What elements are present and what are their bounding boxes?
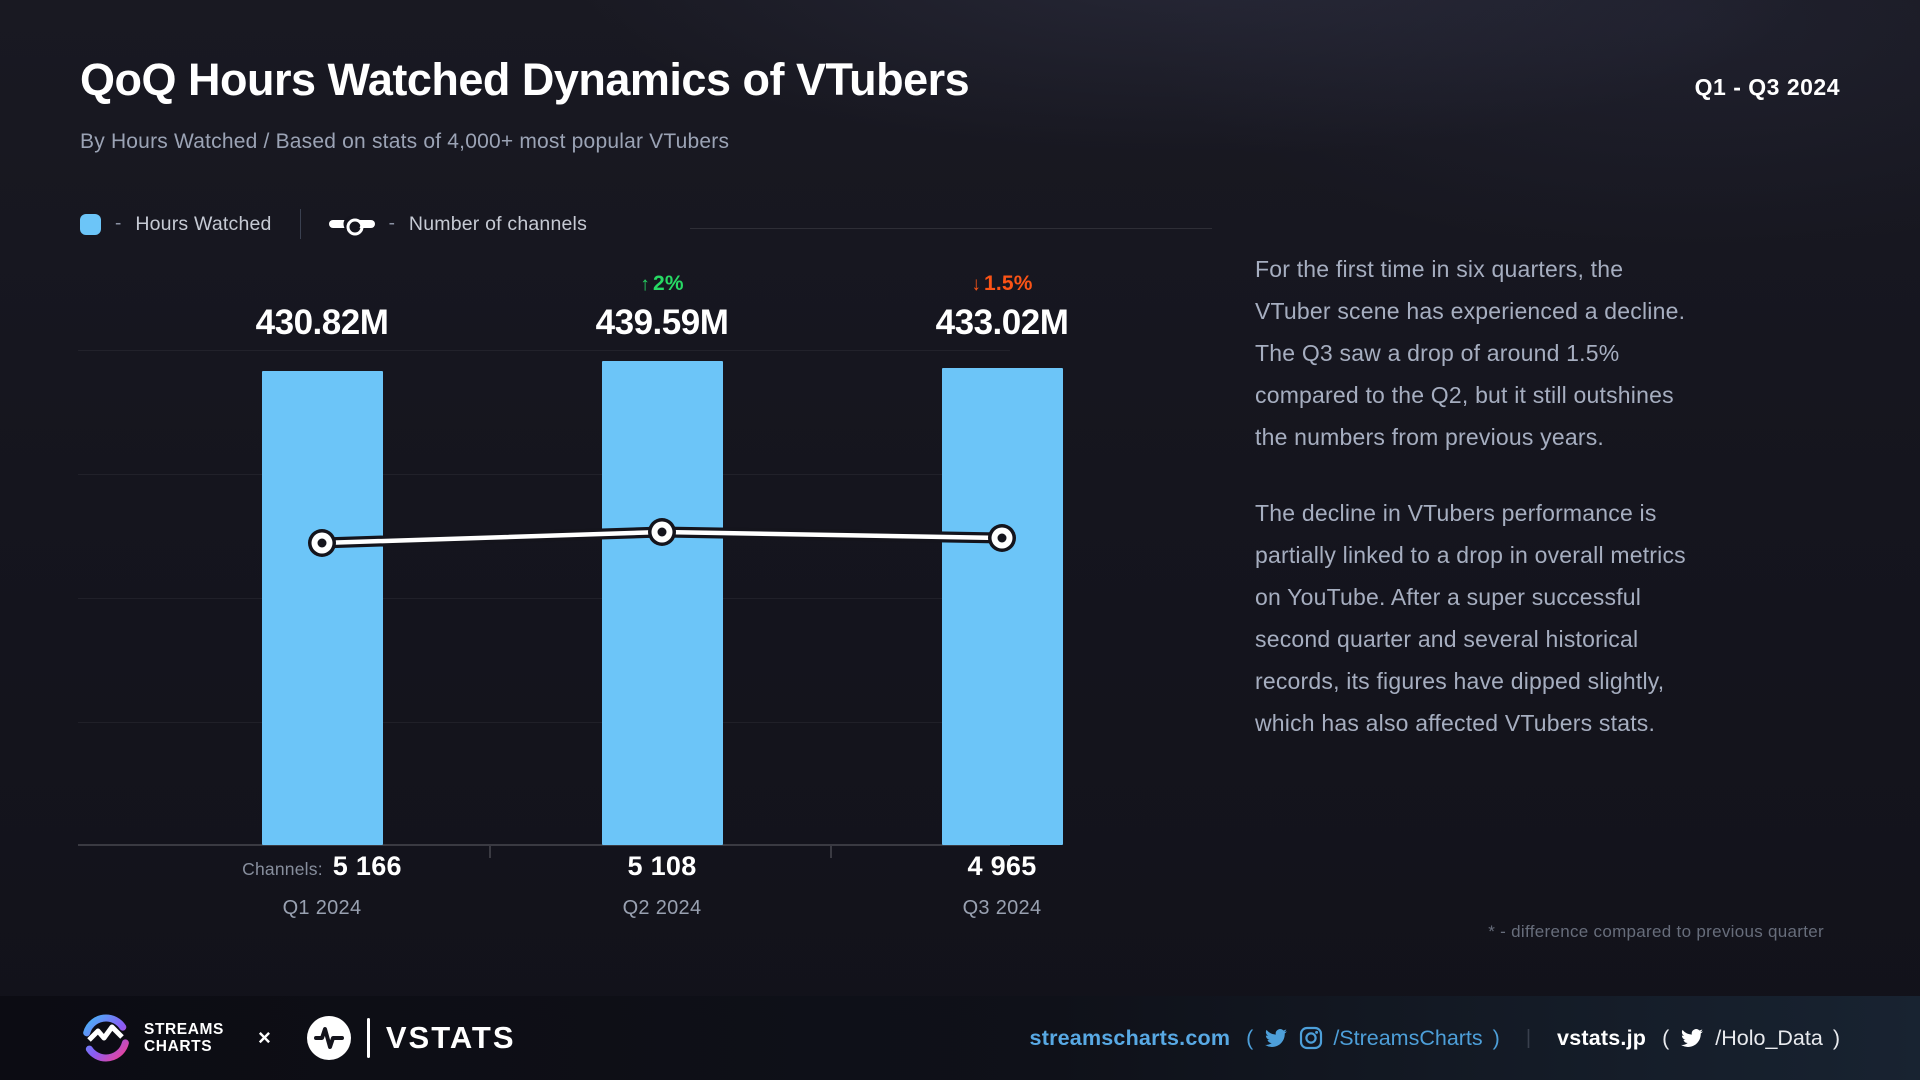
footer-links: streamscharts.com ( /StreamsCharts ) | v… — [1030, 1026, 1840, 1051]
streams-charts-logo — [82, 1014, 130, 1062]
bar-q1-2024 — [261, 370, 383, 845]
footer-brands: STREAMS CHARTS × VSTATS — [80, 1012, 516, 1064]
category-label-q3: Q3 2024 — [962, 897, 1042, 919]
streams-charts-wordmark: STREAMS CHARTS — [144, 1021, 224, 1055]
delta-value: 2% — [652, 272, 684, 295]
footer-divider: | — [1525, 1026, 1532, 1049]
streamscharts-site-link[interactable]: streamscharts.com — [1029, 1025, 1231, 1050]
legend-hours-watched-label: Hours Watched — [135, 212, 272, 235]
delta-down-arrow-icon: ↓ — [971, 274, 982, 295]
delta-q2: ↑ 2% — [502, 272, 822, 296]
bar-q2-2024 — [601, 361, 723, 845]
category-label-q2: Q2 2024 — [622, 897, 702, 919]
channels-line-icon — [328, 214, 375, 236]
holo-data-handle-link[interactable]: /Holo_Data — [1715, 1025, 1823, 1050]
twitter-icon-white[interactable] — [1679, 1027, 1705, 1049]
delta-up-arrow-icon: ↑ — [640, 274, 650, 295]
channels-value: 5 166 — [332, 851, 402, 881]
vstats-divider-bar — [366, 1018, 370, 1058]
bar-q3-2024 — [941, 368, 1063, 845]
vstats-wordmark: VSTATS — [385, 1020, 516, 1055]
gridline — [78, 722, 1010, 723]
chart-legend: - Hours Watched - Number of channels — [80, 209, 588, 239]
x-axis-line — [78, 844, 1010, 846]
streamscharts-handle-link[interactable]: /StreamsCharts — [1333, 1025, 1483, 1050]
category-label-q1: Q1 2024 — [282, 897, 362, 919]
gridline — [78, 350, 1010, 351]
collab-x-icon: × — [257, 1025, 271, 1050]
vstats-logo — [306, 1016, 351, 1060]
delta-q3: ↓ 1.5% — [842, 272, 1162, 296]
legend-divider — [299, 209, 301, 239]
gridline — [78, 598, 1010, 599]
social1-close-paren: ) — [1492, 1025, 1500, 1050]
hours-value-q2: 439.59M — [595, 303, 729, 342]
channels-q3: 4 965 — [842, 851, 1162, 882]
streams-charts-wordmark-line1: STREAMS — [144, 1021, 224, 1038]
insight-paragraph-2: The decline in VTubers performance is pa… — [1255, 500, 1686, 736]
insight-paragraph-1: For the first time in six quarters, the … — [1255, 256, 1686, 450]
footer-bar: STREAMS CHARTS × VSTATS streamscharts.co… — [0, 996, 1920, 1080]
channels-value: 5 108 — [627, 851, 697, 881]
streams-charts-wordmark-line2: CHARTS — [144, 1038, 213, 1055]
legend-dash: - — [115, 213, 122, 234]
hours-watched-swatch-icon — [80, 213, 101, 235]
gridline — [78, 474, 1010, 475]
hours-value-q1: 430.82M — [255, 303, 389, 342]
legend-dash: - — [388, 213, 395, 234]
instagram-icon[interactable] — [1299, 1026, 1323, 1050]
page-title: QoQ Hours Watched Dynamics of VTubers — [80, 54, 970, 105]
period-label: Q1 - Q3 2024 — [1694, 74, 1840, 100]
channels-prefix-label: Channels: — [242, 859, 323, 879]
x-axis-tick — [489, 846, 491, 858]
delta-value: 1.5% — [984, 272, 1033, 295]
social1-open-paren: ( — [1246, 1025, 1254, 1050]
channels-value: 4 965 — [967, 851, 1037, 881]
page-subtitle: By Hours Watched / Based on stats of 4,0… — [80, 130, 730, 153]
legend-channels-label: Number of channels — [408, 212, 588, 235]
hours-value-q3: 433.02M — [935, 303, 1069, 342]
footnote: * - difference compared to previous quar… — [1488, 922, 1824, 941]
x-axis-tick — [830, 846, 832, 858]
header-separator — [690, 228, 1212, 229]
twitter-icon[interactable] — [1263, 1027, 1289, 1049]
social2-open-paren: ( — [1662, 1025, 1670, 1050]
vstats-brand: VSTATS — [305, 1014, 516, 1062]
social2-close-paren: ) — [1832, 1025, 1840, 1050]
channels-q1: Channels: 5 166 — [162, 851, 482, 882]
vstats-site-link[interactable]: vstats.jp — [1557, 1025, 1647, 1050]
channels-q2: 5 108 — [502, 851, 822, 882]
delta-q1 — [162, 272, 482, 296]
